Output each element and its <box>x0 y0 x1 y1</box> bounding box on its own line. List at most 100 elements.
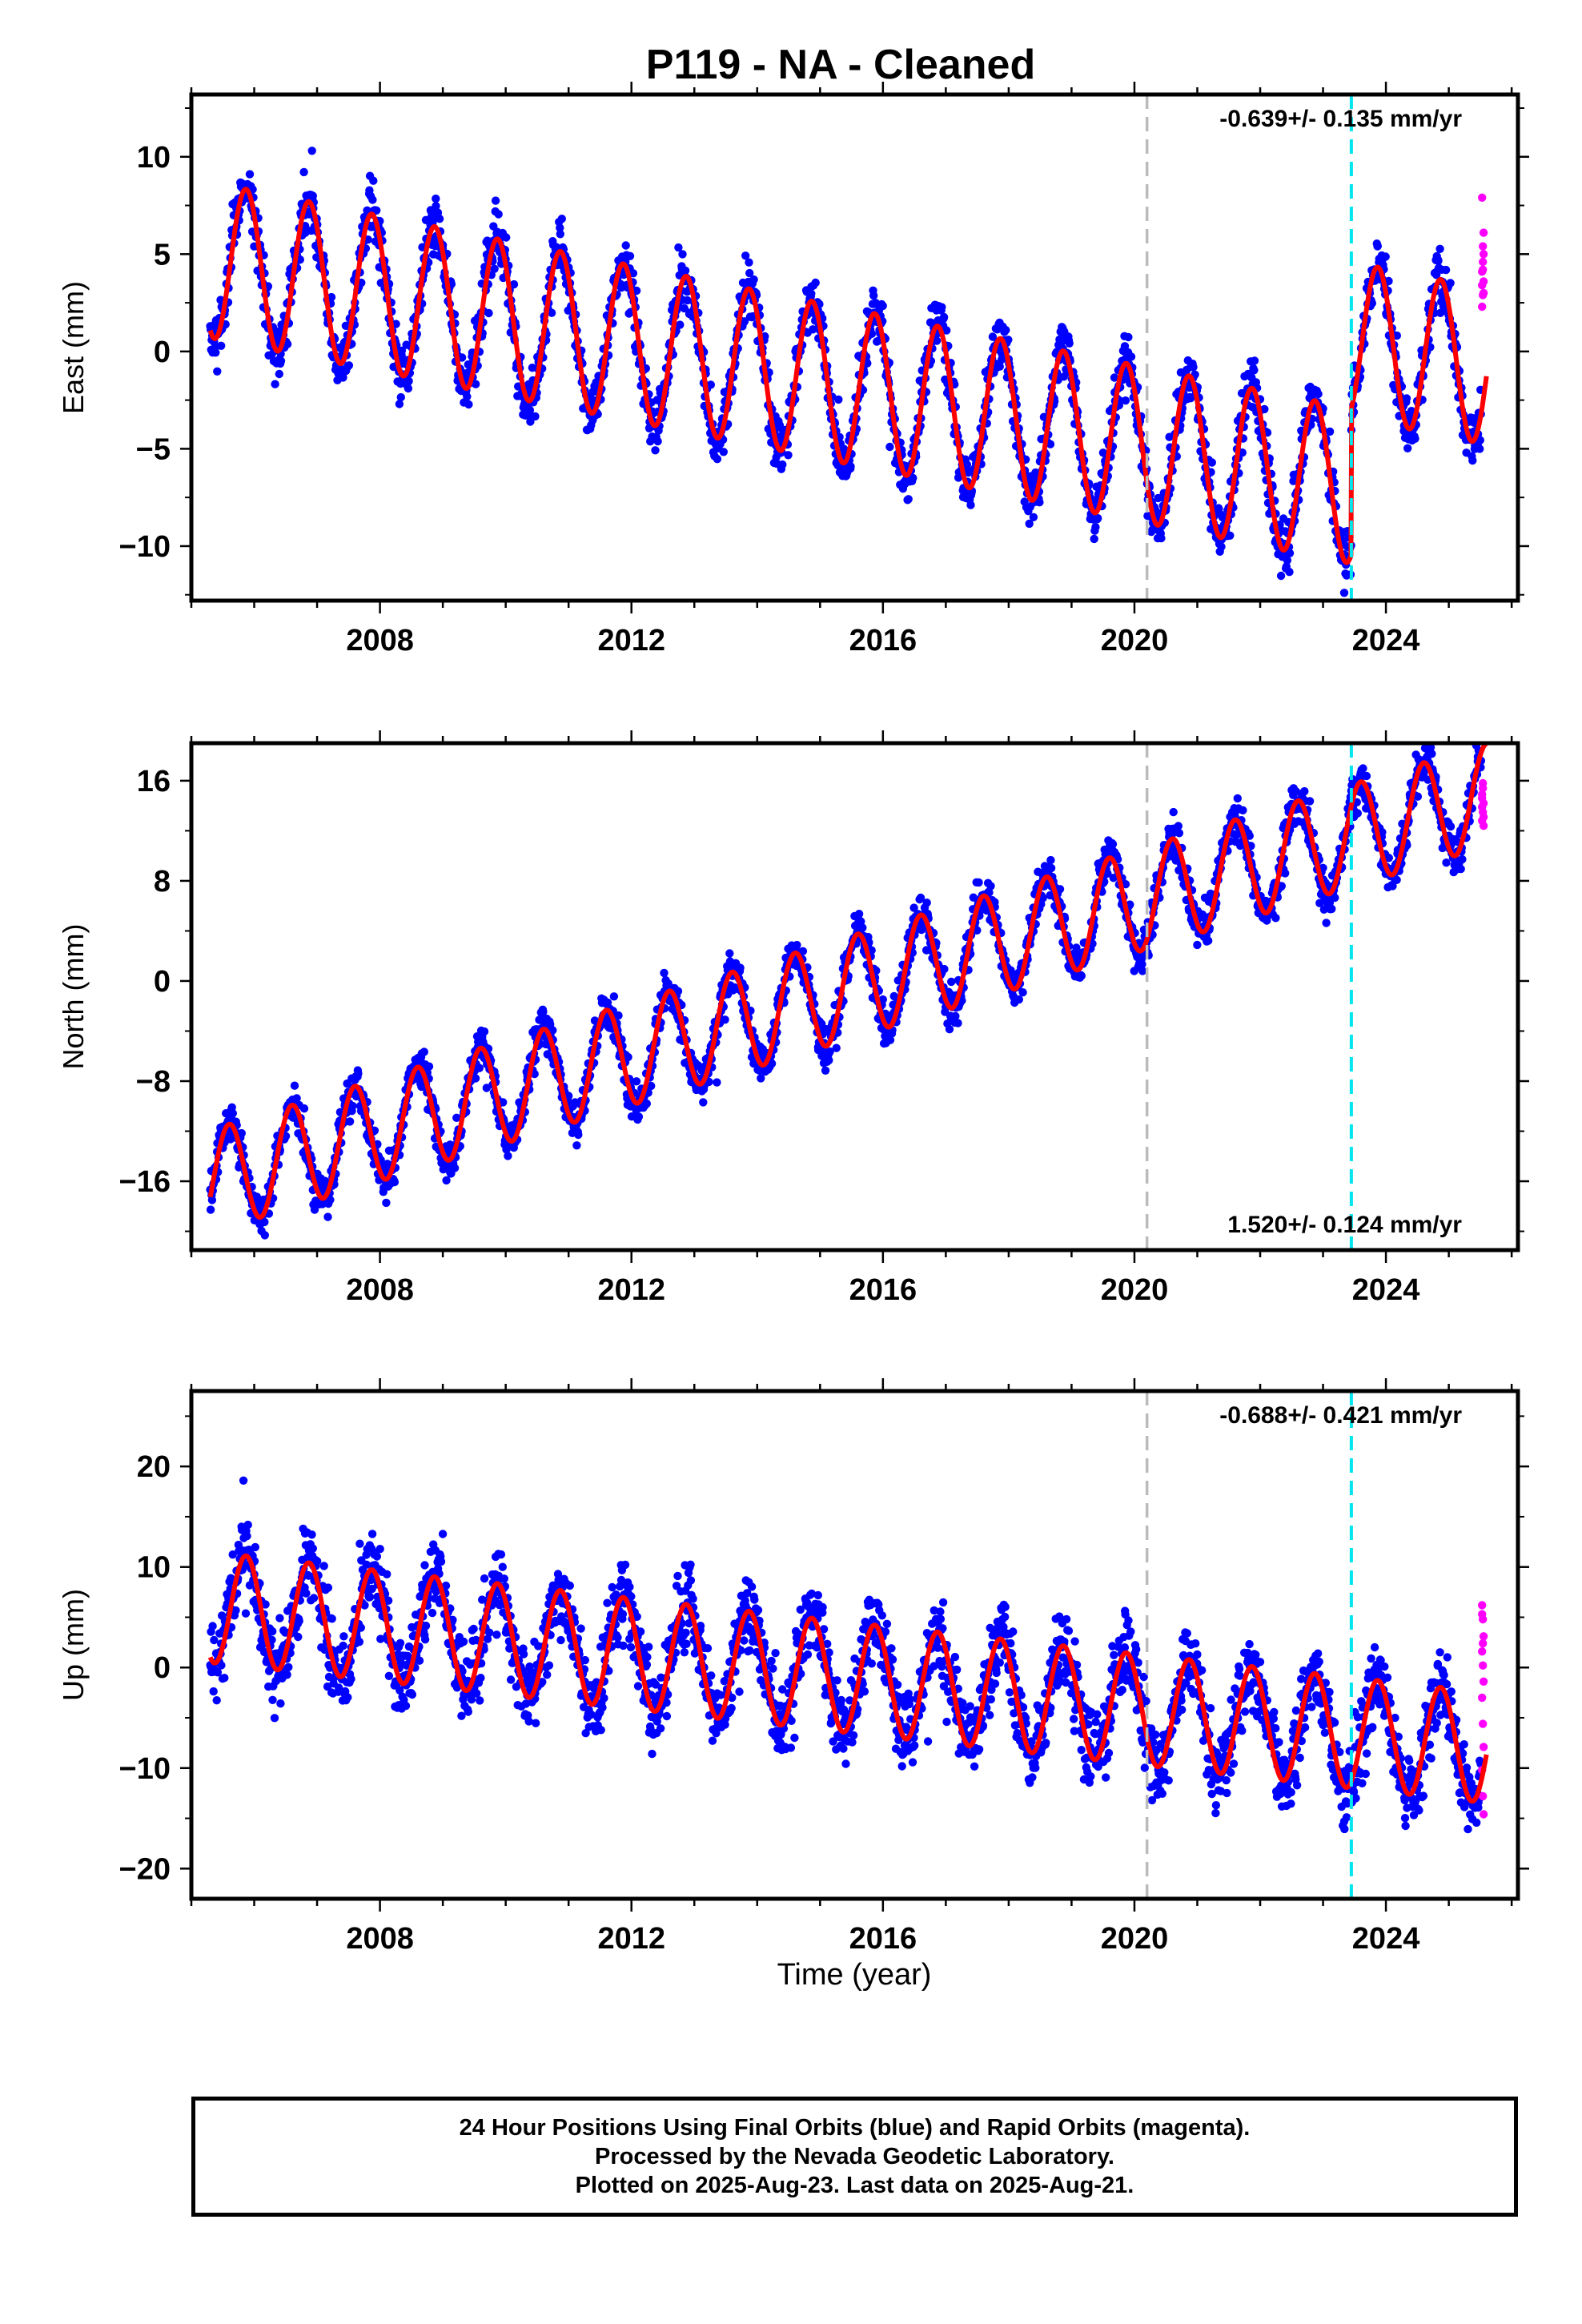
final-orbit-point <box>807 289 816 298</box>
final-orbit-point <box>464 400 473 409</box>
y-tick-label: 10 <box>137 141 171 175</box>
final-orbit-point <box>1250 356 1259 365</box>
final-orbit-point <box>531 412 540 421</box>
rapid-orbit-point <box>1479 228 1488 237</box>
final-orbit-point <box>1239 806 1247 814</box>
final-orbit-point <box>834 395 843 404</box>
final-orbit-point <box>940 964 949 974</box>
final-orbit-point <box>1018 988 1027 997</box>
model-fit-line-east <box>207 187 1489 565</box>
final-orbit-point <box>1091 523 1100 532</box>
final-orbit-point <box>749 275 758 284</box>
final-orbit-point <box>299 167 308 177</box>
final-orbit-point <box>404 376 413 386</box>
final-orbit-point <box>621 241 630 250</box>
final-orbit-point <box>1002 326 1010 335</box>
final-orbit-point <box>653 436 662 446</box>
final-orbit-point <box>372 206 381 215</box>
final-orbit-point <box>947 977 956 987</box>
final-orbit-point <box>211 348 220 357</box>
final-orbit-point <box>369 176 378 185</box>
final-orbit-point <box>307 147 316 155</box>
final-orbit-point <box>1189 363 1198 372</box>
rapid-orbit-point <box>1479 242 1488 251</box>
final-orbit-point <box>681 266 690 275</box>
final-orbit-points-north <box>206 743 1486 1240</box>
final-orbit-point <box>674 243 683 252</box>
final-orbit-point <box>628 269 638 278</box>
final-orbit-point <box>1207 458 1217 467</box>
final-orbit-point <box>938 303 946 312</box>
final-orbit-point <box>1441 265 1451 275</box>
final-orbit-point <box>660 968 669 978</box>
final-orbit-point <box>1446 279 1455 287</box>
x-tick-label: 2020 <box>1101 624 1169 657</box>
final-orbit-point <box>642 1099 651 1108</box>
final-orbit-point <box>1276 571 1286 581</box>
final-orbit-point <box>1322 919 1331 927</box>
final-orbit-point <box>1204 936 1213 945</box>
final-orbit-point <box>1305 797 1315 806</box>
x-tick-label: 2012 <box>597 624 665 657</box>
final-orbit-point <box>245 170 255 179</box>
final-orbit-point <box>721 1015 729 1024</box>
final-orbit-point <box>634 1112 644 1121</box>
final-orbit-point <box>1283 556 1292 565</box>
final-orbit-point <box>995 362 1005 371</box>
final-orbit-point <box>502 233 511 242</box>
rapid-orbit-points-east <box>1478 193 1488 312</box>
final-orbit-point <box>725 949 734 958</box>
final-orbit-point <box>811 278 820 287</box>
final-orbit-point <box>1065 339 1074 348</box>
final-orbit-point <box>1411 434 1419 443</box>
final-orbit-point <box>1402 394 1411 403</box>
final-orbit-point <box>323 1212 332 1221</box>
final-orbit-point <box>1226 531 1235 540</box>
final-orbit-point <box>1094 513 1102 523</box>
rate-annotation-east: -0.639+/- 0.135 mm/yr <box>1219 106 1462 132</box>
final-orbit-point <box>556 230 564 239</box>
final-orbit-point <box>420 1047 428 1056</box>
final-orbit-point <box>904 495 913 504</box>
y-tick-label: 5 <box>154 238 171 271</box>
final-orbit-point <box>736 963 745 972</box>
final-orbit-point <box>1157 533 1166 543</box>
x-tick-label: 2024 <box>1352 624 1420 657</box>
final-orbit-point <box>1281 869 1290 878</box>
final-orbit-point <box>945 1025 954 1034</box>
final-orbit-point <box>678 250 687 259</box>
final-orbit-point <box>1339 589 1349 597</box>
final-orbit-point <box>574 1130 583 1140</box>
final-orbit-point <box>572 1141 581 1150</box>
final-orbit-point <box>1285 568 1294 577</box>
final-orbit-point <box>339 373 347 382</box>
final-orbit-point <box>480 1027 489 1036</box>
final-orbit-point <box>954 1019 962 1027</box>
final-orbit-point <box>1359 764 1367 773</box>
final-orbit-point <box>719 448 728 456</box>
final-orbit-point <box>344 361 354 370</box>
rapid-orbit-point <box>1479 250 1488 259</box>
final-orbit-point <box>878 301 887 311</box>
final-orbit-point <box>1046 855 1055 865</box>
final-orbit-point <box>713 1078 721 1087</box>
final-orbit-point <box>490 264 499 273</box>
final-orbit-point <box>625 251 635 260</box>
final-orbit-point <box>299 1104 309 1113</box>
final-orbit-point <box>390 1177 400 1187</box>
final-orbit-point <box>397 346 407 356</box>
final-orbit-point <box>745 258 753 267</box>
final-orbit-point <box>966 501 975 509</box>
final-orbit-point <box>491 196 500 205</box>
final-orbit-point <box>395 400 404 408</box>
final-orbit-point <box>556 223 564 232</box>
final-orbit-point <box>509 279 519 289</box>
final-orbit-point <box>1126 352 1136 361</box>
final-orbit-point <box>472 380 480 388</box>
rapid-orbit-point <box>1479 257 1488 267</box>
final-orbit-point <box>1403 444 1412 452</box>
final-orbit-point <box>1090 534 1098 544</box>
final-orbit-point <box>1193 940 1202 950</box>
final-orbit-point <box>1014 995 1024 1004</box>
